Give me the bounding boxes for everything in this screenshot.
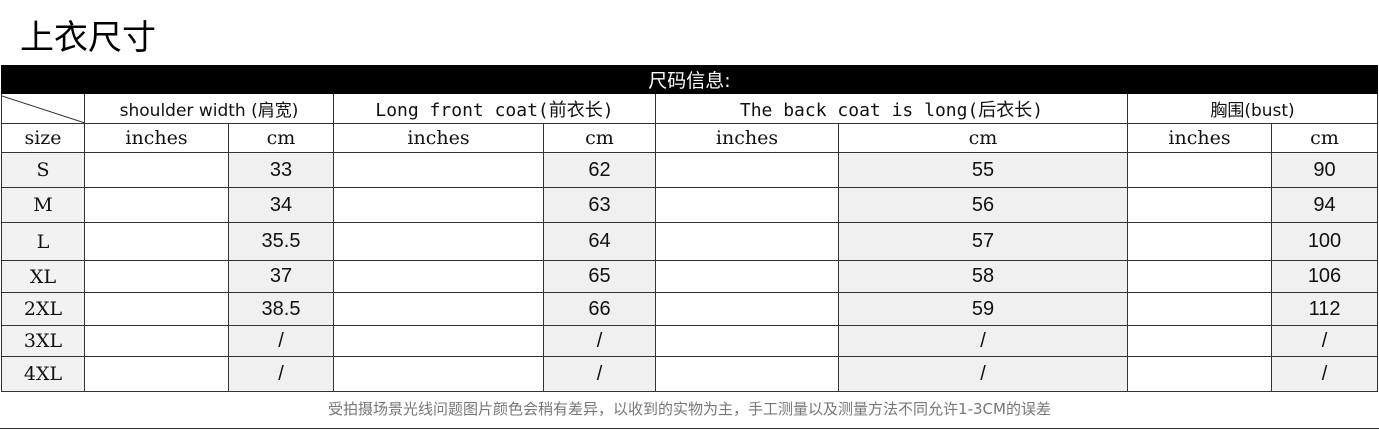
inches-cell	[655, 260, 839, 293]
inches-cell	[84, 222, 229, 261]
back-cm-cell: 56	[838, 187, 1128, 223]
inches-cell	[655, 356, 839, 392]
inches-cell	[333, 325, 544, 357]
shoulder-cm-cell: 37	[228, 260, 334, 293]
inches-cell	[84, 187, 229, 223]
inches-cell	[655, 325, 839, 357]
shoulder-cm-cell: 33	[228, 152, 334, 188]
group-front-length: Long front coat(前衣长)	[333, 93, 656, 124]
bust-cm-cell: 94	[1270, 187, 1379, 223]
inches-cell	[333, 260, 544, 293]
inches-cell	[1127, 260, 1272, 293]
back-cm-cell: /	[838, 325, 1128, 357]
inches-cell	[333, 187, 544, 223]
front-cm-cell: 66	[543, 292, 656, 326]
unit-inches: inches	[655, 123, 839, 153]
unit-cm: cm	[1270, 123, 1379, 153]
unit-inches: inches	[333, 123, 544, 153]
shoulder-cm-cell: 38.5	[228, 292, 334, 326]
bottom-divider	[0, 428, 1379, 429]
bust-cm-cell: 106	[1270, 260, 1379, 293]
group-back-length: The back coat is long(后衣长)	[655, 93, 1128, 124]
front-cm-cell: 64	[543, 222, 656, 261]
unit-cm: cm	[228, 123, 334, 153]
inches-cell	[1127, 325, 1272, 357]
inches-cell	[1127, 152, 1272, 188]
shoulder-cm-cell: 35.5	[228, 222, 334, 261]
inches-cell	[84, 292, 229, 326]
group-bust: 胸围(bust)	[1126, 93, 1379, 124]
bust-cm-cell: 112	[1270, 292, 1379, 326]
inches-cell	[655, 222, 839, 261]
table-row: 3XL / / / /	[1, 325, 1379, 357]
back-cm-cell: 57	[838, 222, 1128, 261]
size-cell: 3XL	[1, 325, 85, 357]
back-cm-cell: 58	[838, 260, 1128, 293]
front-cm-cell: 62	[543, 152, 656, 188]
inches-cell	[655, 187, 839, 223]
bust-cm-cell: /	[1270, 356, 1379, 392]
group-shoulder: shoulder width (肩宽)	[84, 93, 334, 124]
table-row: L 35.5 64 57 100	[1, 222, 1379, 261]
unit-inches: inches	[84, 123, 229, 153]
shoulder-cm-cell: /	[228, 356, 334, 392]
bust-cm-cell: 90	[1270, 152, 1379, 188]
bust-cm-cell: /	[1270, 325, 1379, 357]
size-cell: S	[1, 152, 85, 188]
table-banner: 尺码信息:	[0, 65, 1379, 94]
inches-cell	[84, 325, 229, 357]
size-cell: XL	[1, 260, 85, 293]
front-cm-cell: 65	[543, 260, 656, 293]
table-row: 2XL 38.5 66 59 112	[1, 292, 1379, 326]
inches-cell	[84, 260, 229, 293]
shoulder-cm-cell: /	[228, 325, 334, 357]
size-table: 尺码信息: shoulder width (肩宽) Long front coa…	[0, 65, 1379, 392]
front-cm-cell: /	[543, 325, 656, 357]
size-cell: 4XL	[1, 356, 85, 392]
size-header: size	[1, 123, 85, 153]
unit-cm: cm	[543, 123, 656, 153]
inches-cell	[1127, 356, 1272, 392]
inches-cell	[333, 292, 544, 326]
size-cell: M	[1, 187, 85, 223]
table-row: M 34 63 56 94	[1, 187, 1379, 223]
front-cm-cell: 63	[543, 187, 656, 223]
disclaimer-note: 受拍摄场景光线问题图片颜色会稍有差异，以收到的实物为主，手工测量以及测量方法不同…	[328, 400, 1051, 418]
back-cm-cell: /	[838, 356, 1128, 392]
inches-cell	[1127, 222, 1272, 261]
front-cm-cell: /	[543, 356, 656, 392]
unit-cm: cm	[838, 123, 1128, 153]
table-row: S 33 62 55 90	[1, 152, 1379, 188]
inches-cell	[333, 356, 544, 392]
inches-cell	[333, 152, 544, 188]
shoulder-cm-cell: 34	[228, 187, 334, 223]
table-row: 4XL / / / /	[1, 356, 1379, 392]
page-title: 上衣尺寸	[20, 18, 156, 58]
back-cm-cell: 59	[838, 292, 1128, 326]
inches-cell	[655, 152, 839, 188]
back-cm-cell: 55	[838, 152, 1128, 188]
bust-cm-cell: 100	[1270, 222, 1379, 261]
inches-cell	[1127, 292, 1272, 326]
inches-cell	[333, 222, 544, 261]
inches-cell	[84, 152, 229, 188]
table-row: XL 37 65 58 106	[1, 260, 1379, 293]
inches-cell	[84, 356, 229, 392]
inches-cell	[1127, 187, 1272, 223]
inches-cell	[655, 292, 839, 326]
unit-inches: inches	[1127, 123, 1272, 153]
diagonal-corner-cell	[1, 93, 85, 124]
size-cell: 2XL	[1, 292, 85, 326]
size-cell: L	[1, 222, 85, 261]
